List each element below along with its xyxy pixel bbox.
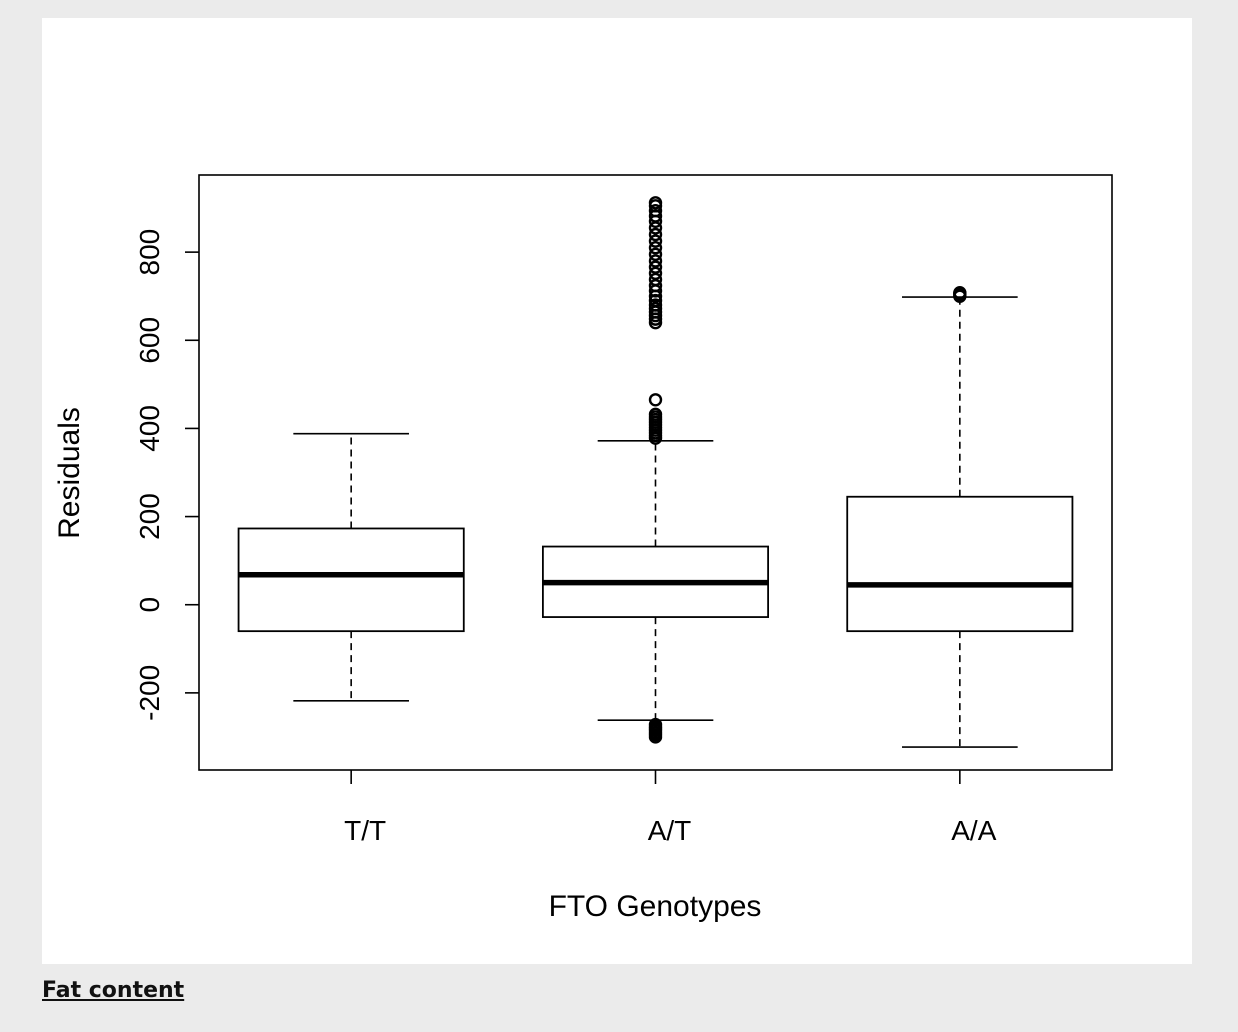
outlier-point-at — [648, 254, 663, 268]
y-tick-label: 200 — [134, 493, 165, 540]
x-tick-label: T/T — [344, 815, 386, 846]
outlier-point-at — [648, 298, 663, 312]
box-tt — [237, 527, 465, 633]
x-axis-title: FTO Genotypes — [549, 890, 762, 923]
y-tick-label: -200 — [134, 665, 165, 721]
outlier-point-at — [648, 272, 663, 287]
outlier-point-at — [648, 247, 663, 262]
outlier-point-at — [648, 278, 663, 293]
chart-marks: -200 0 200 400 600 800 T/T A/T A/A — [134, 196, 1074, 846]
outlier-point-at — [648, 196, 663, 210]
y-tick-label: 800 — [134, 229, 165, 276]
outlier-point-at — [648, 730, 663, 744]
y-tick-label: 0 — [134, 597, 165, 613]
outlier-point-at — [648, 266, 663, 280]
x-tick-label: A/T — [648, 815, 692, 846]
boxplot-chart: -200 0 200 400 600 800 T/T A/T A/A FTO Genotypes… — [53, 174, 1113, 923]
box-aa — [846, 495, 1074, 633]
outlier-point-at — [648, 203, 663, 218]
outlier-point-at — [648, 393, 663, 407]
x-tick-label: A/A — [951, 815, 996, 846]
y-axis-title: Residuals — [53, 407, 86, 539]
outlier-point-aa — [953, 285, 967, 300]
outlier-point-at — [648, 241, 663, 255]
outlier-point-at — [648, 293, 663, 308]
y-tick-label: 600 — [134, 317, 165, 364]
outlier-point-at — [648, 260, 663, 274]
outlier-point-at — [648, 227, 663, 242]
y-tick-label: 400 — [134, 405, 165, 452]
outlier-point-at — [648, 407, 663, 422]
outlier-point-at — [648, 234, 663, 248]
figure-panel: -200 0 200 400 600 800 T/T A/T A/A FTO Genotypes… — [42, 18, 1192, 964]
figure-caption-link[interactable]: Fat content — [42, 978, 185, 1003]
